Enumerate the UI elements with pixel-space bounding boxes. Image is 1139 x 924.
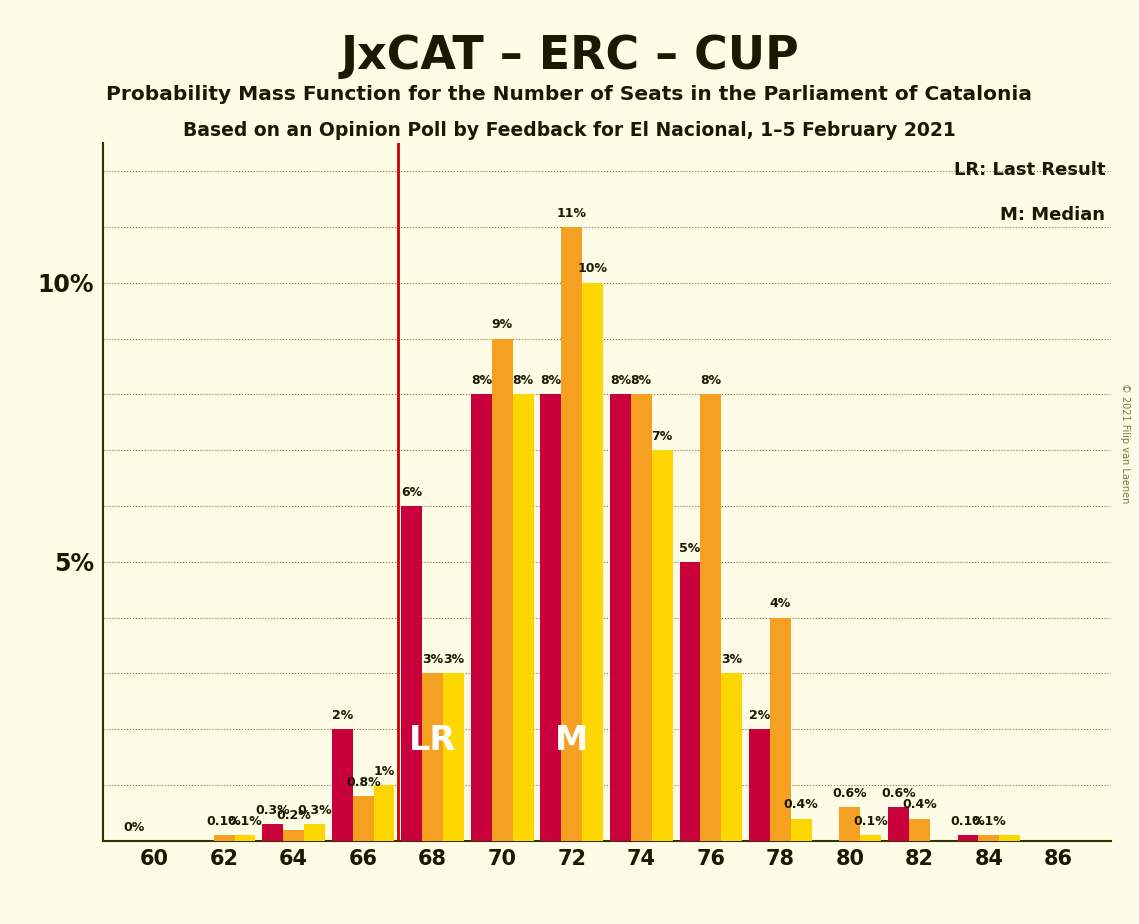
Text: 8%: 8% [631,374,652,387]
Text: 3%: 3% [423,653,443,666]
Bar [680,562,700,841]
Text: Probability Mass Function for the Number of Seats in the Parliament of Catalonia: Probability Mass Function for the Number… [107,85,1032,104]
Text: 0.8%: 0.8% [346,776,380,789]
Bar [443,674,464,841]
Bar [790,819,812,841]
Bar [700,395,721,841]
Bar [262,824,284,841]
Text: 11%: 11% [557,207,587,220]
Bar [958,835,978,841]
Bar [909,819,929,841]
Text: 3%: 3% [721,653,743,666]
Text: 2%: 2% [331,709,353,722]
Text: M: Median: M: Median [1000,206,1106,224]
Text: 0.1%: 0.1% [972,815,1006,828]
Bar [999,835,1021,841]
Bar [235,835,255,841]
Text: LR: LR [409,724,457,757]
Bar [284,830,304,841]
Bar [374,785,394,841]
Text: 0.3%: 0.3% [297,804,331,817]
Text: 0.4%: 0.4% [784,798,819,811]
Bar [401,506,423,841]
Bar [304,824,325,841]
Text: 0.1%: 0.1% [207,815,241,828]
Bar [888,808,909,841]
Bar [541,395,562,841]
Text: 6%: 6% [401,486,423,499]
Text: 0.1%: 0.1% [951,815,985,828]
Text: JxCAT – ERC – CUP: JxCAT – ERC – CUP [341,34,798,79]
Bar [562,227,582,841]
Bar [652,450,672,841]
Text: 8%: 8% [513,374,534,387]
Text: 8%: 8% [470,374,492,387]
Text: 3%: 3% [443,653,464,666]
Bar [470,395,492,841]
Bar [860,835,882,841]
Text: 7%: 7% [652,430,673,443]
Bar [721,674,743,841]
Bar [331,729,353,841]
Bar [513,395,533,841]
Bar [631,395,652,841]
Text: 0.6%: 0.6% [833,787,867,800]
Bar [611,395,631,841]
Text: 10%: 10% [577,262,607,275]
Bar [978,835,999,841]
Text: 9%: 9% [492,318,513,332]
Text: 8%: 8% [700,374,721,387]
Text: M: M [555,724,589,757]
Text: 8%: 8% [540,374,562,387]
Text: 5%: 5% [679,541,700,554]
Bar [770,617,790,841]
Bar [214,835,235,841]
Text: 0.3%: 0.3% [255,804,290,817]
Text: 2%: 2% [748,709,770,722]
Text: © 2021 Filip van Laenen: © 2021 Filip van Laenen [1121,383,1130,504]
Bar [492,338,513,841]
Text: Based on an Opinion Poll by Feedback for El Nacional, 1–5 February 2021: Based on an Opinion Poll by Feedback for… [183,121,956,140]
Text: 0.4%: 0.4% [902,798,936,811]
Text: 8%: 8% [609,374,631,387]
Bar [749,729,770,841]
Bar [423,674,443,841]
Bar [353,796,374,841]
Text: 0%: 0% [123,821,145,833]
Text: 0.1%: 0.1% [853,815,888,828]
Bar [582,283,603,841]
Text: 0.6%: 0.6% [882,787,916,800]
Text: 0.2%: 0.2% [277,809,311,822]
Text: 1%: 1% [374,765,395,778]
Text: 0.1%: 0.1% [228,815,262,828]
Text: LR: Last Result: LR: Last Result [954,161,1106,178]
Bar [839,808,860,841]
Text: 4%: 4% [770,597,790,611]
